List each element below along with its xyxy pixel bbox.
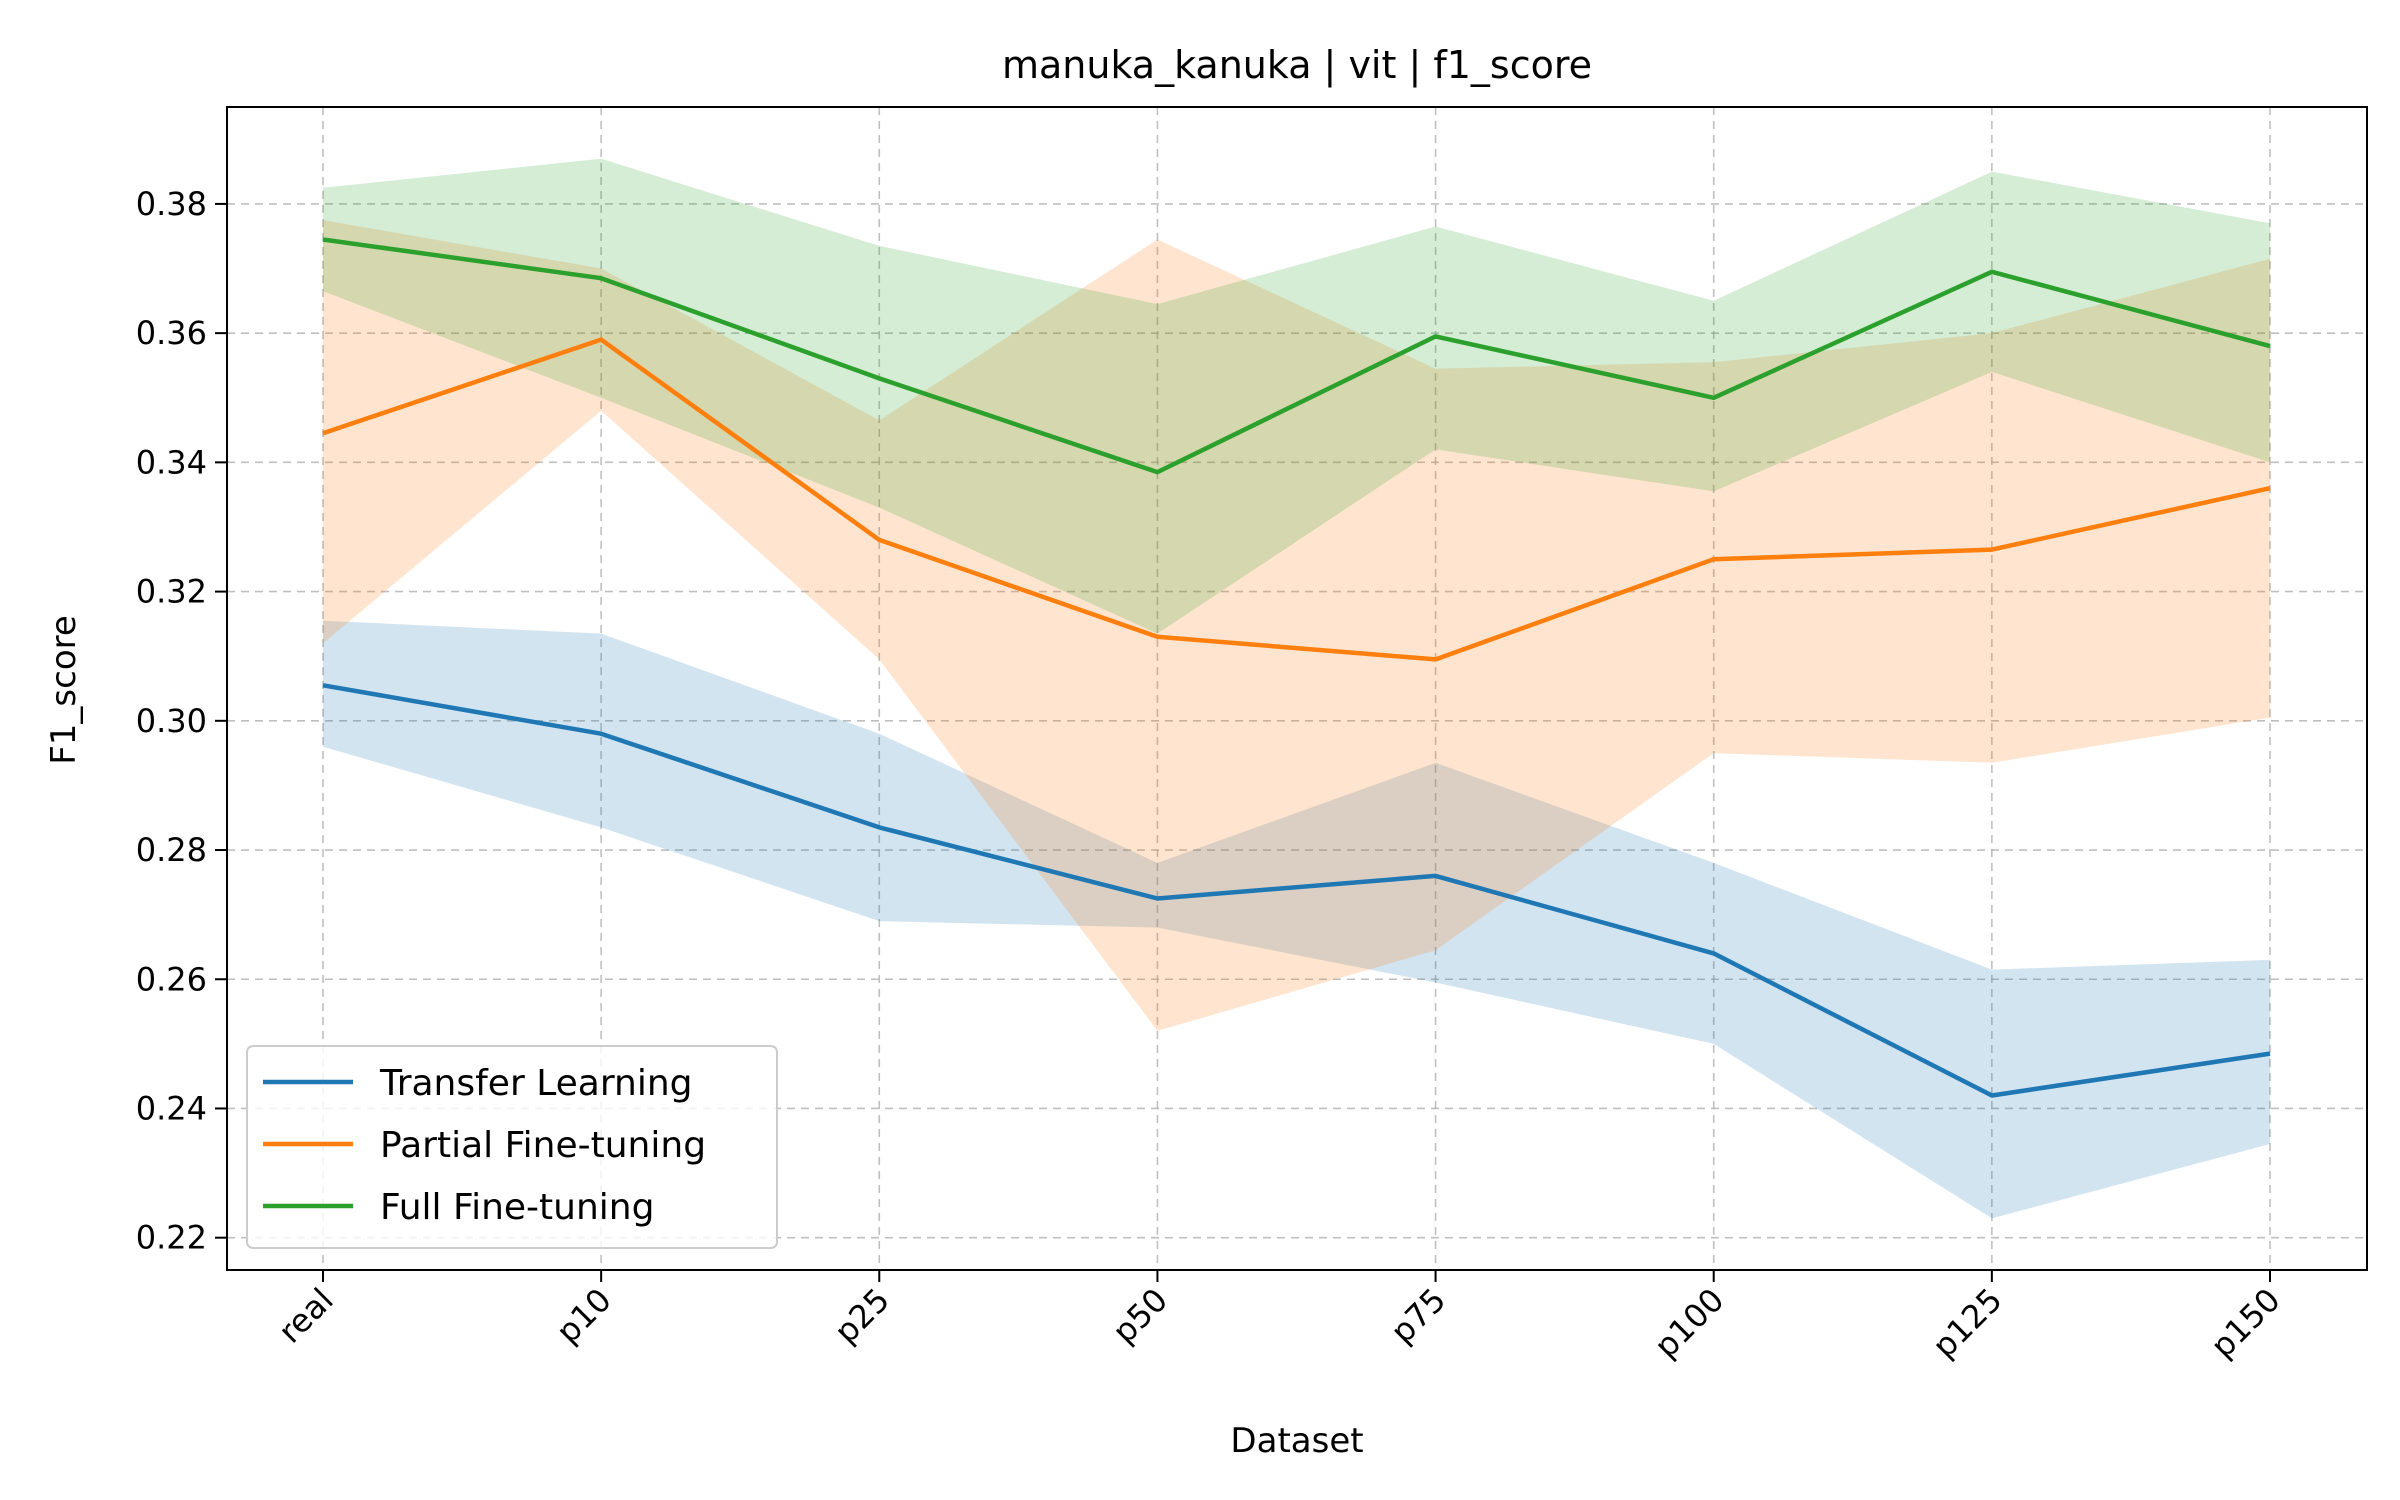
x-tick-label-p75: p75 — [1383, 1281, 1453, 1351]
legend-label-partial-fine-tuning: Partial Fine-tuning — [380, 1125, 706, 1166]
plot-frame — [226, 106, 2368, 1271]
y-tick-label-0.32: 0.32 — [136, 573, 207, 611]
legend-items: Transfer Learning Partial Fine-tuning Full… — [263, 1063, 706, 1228]
line-transfer-learning — [322, 683, 2271, 1098]
x-tick-label-p100: p100 — [1647, 1281, 1731, 1365]
x-tick-label-p50: p50 — [1105, 1281, 1175, 1351]
y-tick-label-0.28: 0.28 — [136, 831, 207, 869]
line-partial-fine-tuning — [322, 337, 2271, 662]
y-tick-label-0.38: 0.38 — [136, 185, 207, 223]
y-tick-label-0.26: 0.26 — [136, 960, 207, 998]
x-axis-ticks: real p10 p25 p50 p75 p100 p125 p150 — [271, 1270, 2288, 1365]
legend-box — [246, 1045, 778, 1249]
y-tick-label-0.34: 0.34 — [136, 443, 207, 481]
y-tick-label-0.22: 0.22 — [136, 1219, 207, 1257]
x-tick-label-real: real — [271, 1281, 341, 1351]
band-partial-fine-tuning — [323, 220, 2270, 1031]
x-tick-label-p150: p150 — [2203, 1281, 2287, 1365]
y-axis-label: F1_score — [44, 615, 84, 765]
x-tick-label-p125: p125 — [1925, 1281, 2009, 1365]
y-tick-label-0.36: 0.36 — [136, 314, 207, 352]
band-full-fine-tuning — [323, 158, 2270, 634]
x-tick-label-p25: p25 — [827, 1281, 897, 1351]
band-transfer-learning — [323, 620, 2270, 1219]
y-tick-label-0.30: 0.30 — [136, 702, 207, 740]
y-tick-label-0.24: 0.24 — [136, 1089, 207, 1127]
line-full-fine-tuning — [322, 237, 2271, 475]
x-axis-label: Dataset — [1230, 1421, 1363, 1461]
series-lines — [322, 237, 2271, 1098]
chart-title: manuka_kanuka | vit | f1_score — [1002, 43, 1592, 88]
legend-label-transfer-learning: Transfer Learning — [379, 1063, 693, 1104]
y-axis-ticks: 0.22 0.24 0.26 0.28 0.30 0.32 0.34 0.36 0.38 — [136, 185, 227, 1257]
x-tick-label-p10: p10 — [549, 1281, 619, 1351]
legend: Transfer Learning Partial Fine-tuning Full… — [246, 1045, 778, 1249]
legend-label-full-fine-tuning: Full Fine-tuning — [380, 1187, 654, 1228]
confidence-bands — [323, 158, 2270, 1219]
